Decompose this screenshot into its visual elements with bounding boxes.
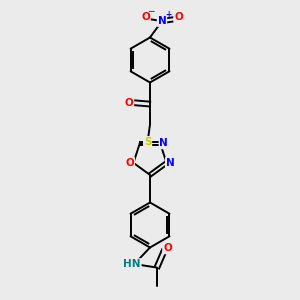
Text: O: O [163,243,172,254]
Text: N: N [160,138,168,148]
Text: O: O [124,98,134,108]
Text: O: O [174,12,183,22]
Text: N: N [158,16,166,26]
Text: O: O [141,12,150,22]
Text: HN: HN [123,259,141,269]
Text: S: S [144,137,152,147]
Text: O: O [125,158,134,168]
Text: +: + [165,10,171,19]
Text: −: − [147,8,155,16]
Text: N: N [166,158,175,168]
